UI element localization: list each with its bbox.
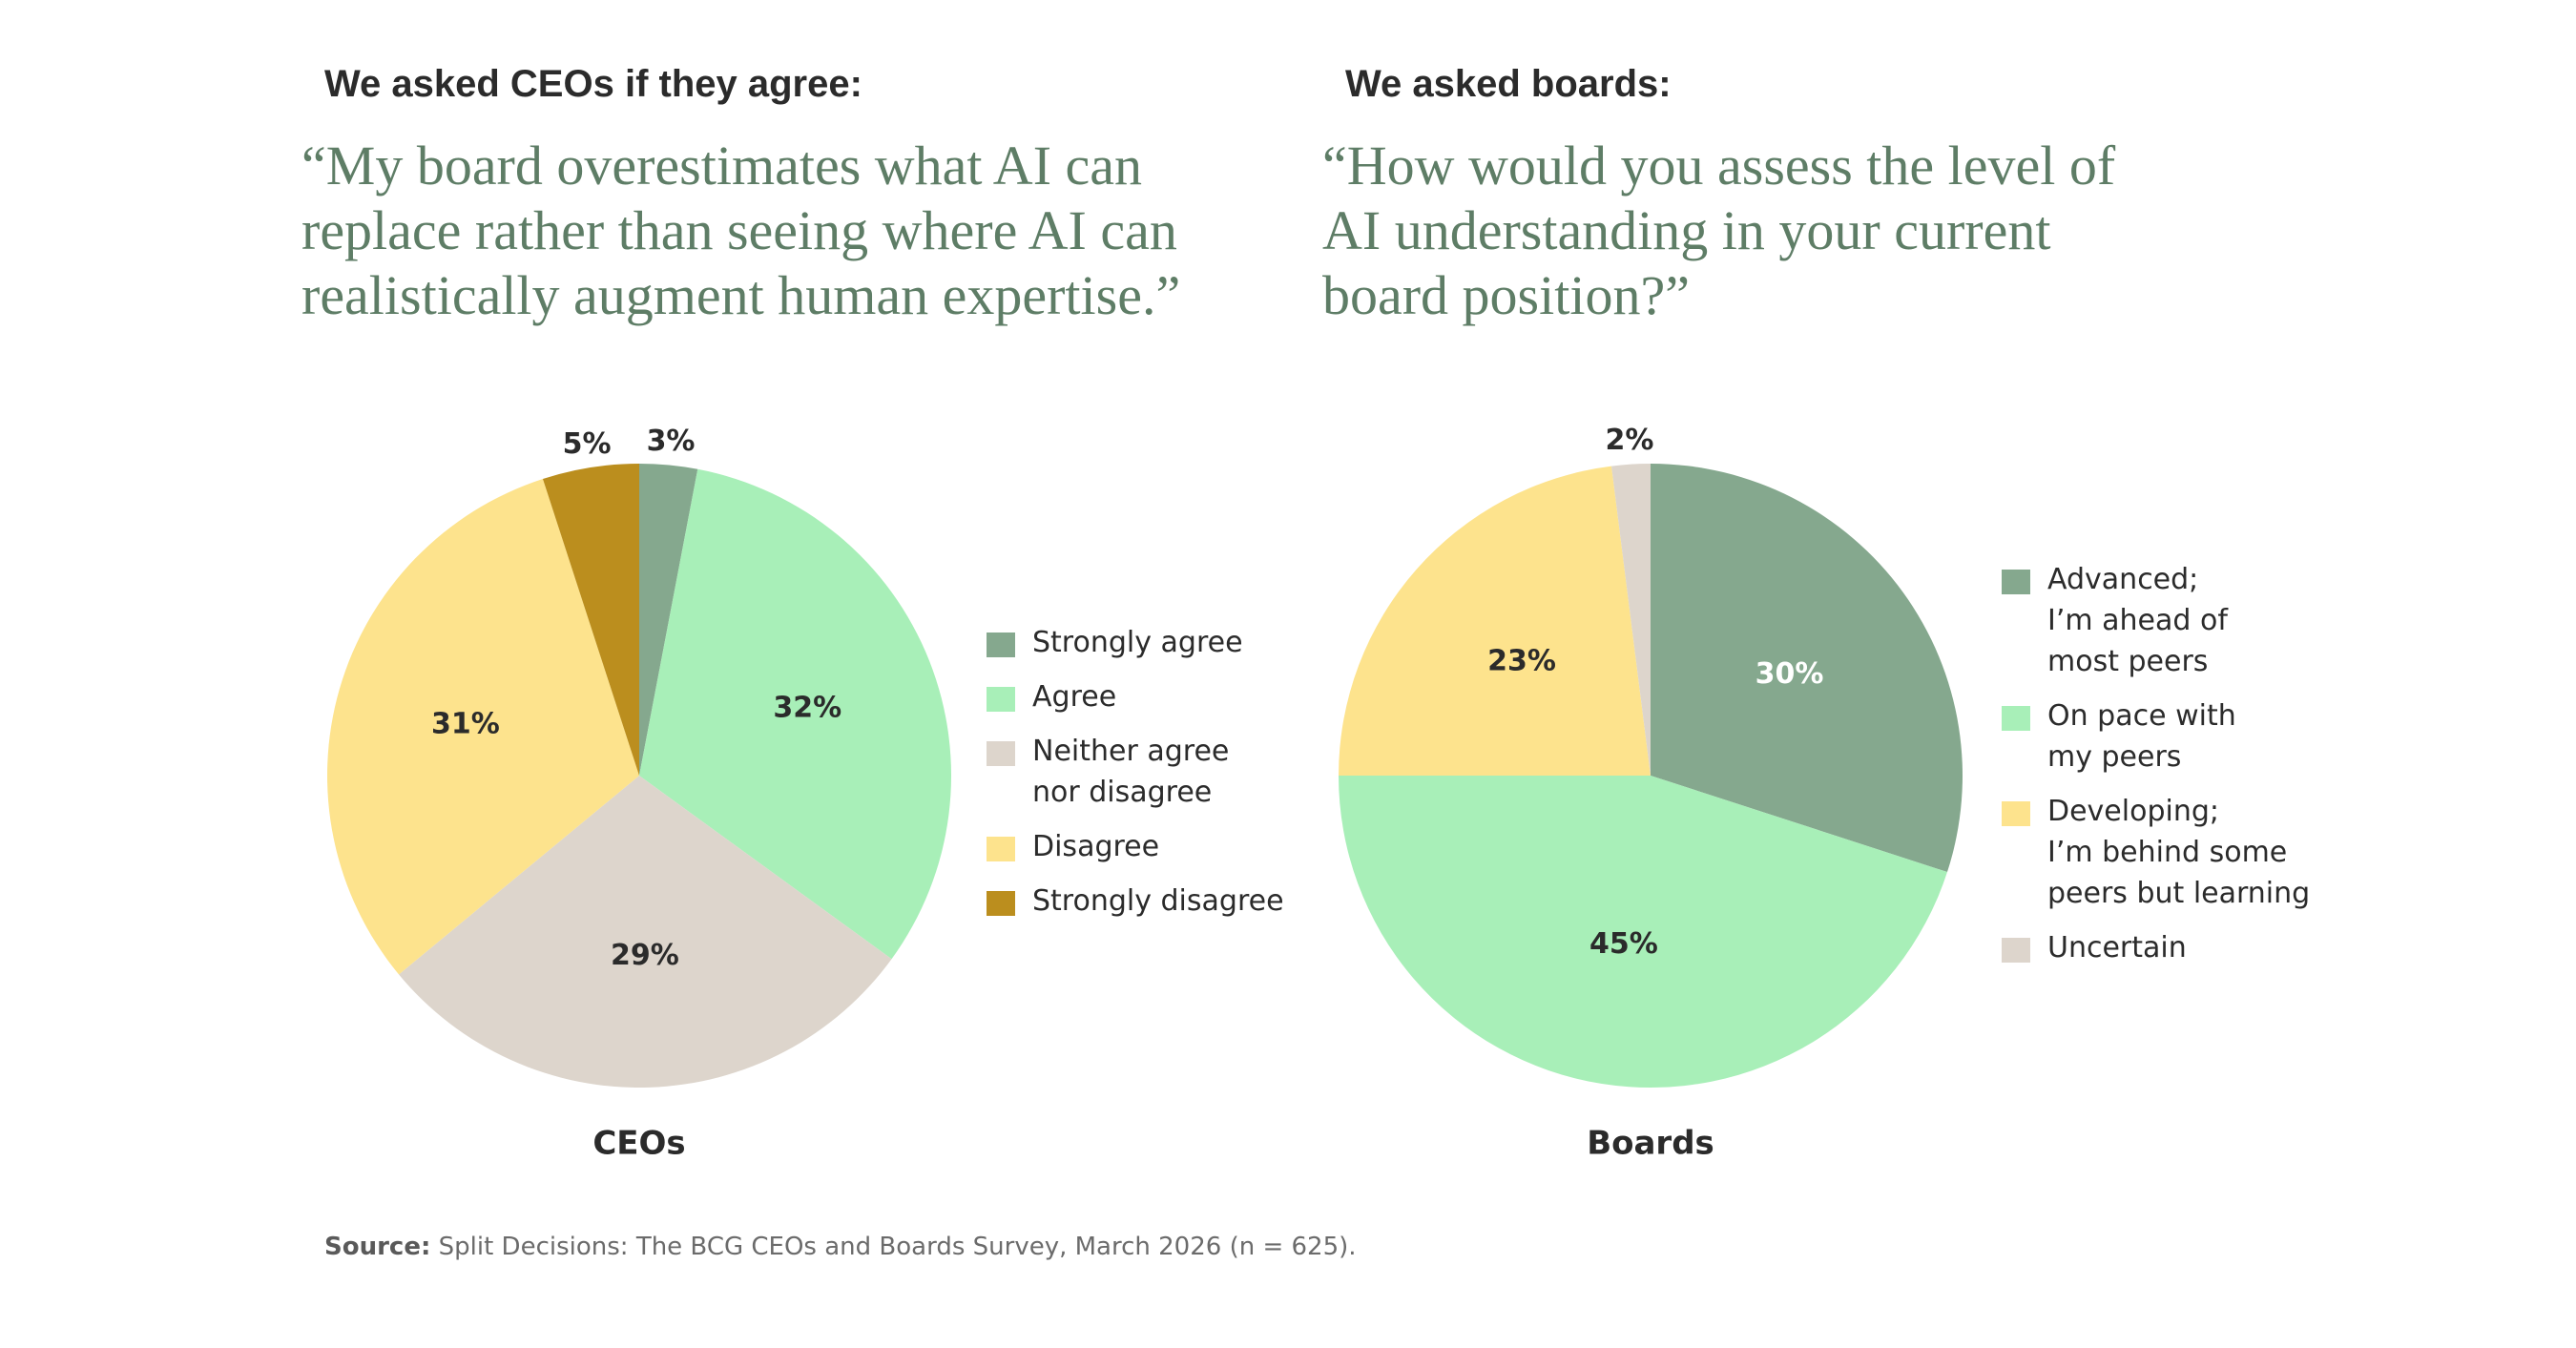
legend-swatch	[987, 687, 1015, 712]
board-quote-line: AI understanding in your current	[1322, 199, 2051, 261]
data-label-on-pace-with-my-peers: 45%	[1589, 927, 1658, 961]
legend-item: Neither agree nor disagree	[987, 731, 1284, 813]
source-label: Source:	[324, 1233, 431, 1261]
chart-caption: Boards	[1587, 1125, 1714, 1163]
chart-caption: CEOs	[592, 1125, 685, 1163]
legend-label: Agree	[1032, 680, 1117, 714]
ceo-quote: “My board overestimates what AI can repl…	[301, 134, 1181, 328]
ceo-heading: We asked CEOs if they agree:	[324, 63, 862, 105]
data-label-neither-agree-nor-disagree: 29%	[611, 939, 679, 972]
legend-swatch	[987, 891, 1015, 916]
board-pie-chart: 30% 45% 23% 2% Boards	[1339, 424, 1963, 1163]
board-quote-line: board position?”	[1322, 264, 1690, 326]
pie-slice-advanced-i-m-ahead-of-most-peers	[1651, 464, 1963, 873]
legend-label: Strongly disagree	[1032, 884, 1284, 918]
legend-label: On pace with	[2047, 699, 2236, 733]
legend-label: Strongly agree	[1032, 626, 1243, 659]
legend-item: Strongly disagree	[987, 881, 1284, 922]
data-label-strongly-disagree: 5%	[563, 427, 612, 461]
legend-label: Disagree	[1032, 830, 1160, 863]
data-label-strongly-agree: 3%	[647, 425, 696, 458]
board-quote-line: “How would you assess the level of	[1322, 135, 2116, 197]
legend-swatch	[987, 837, 1015, 861]
legend-label: Neither agree	[1032, 735, 1230, 768]
ceo-quote-line: replace rather than seeing where AI can	[301, 199, 1177, 261]
pie-slice-neither-agree-nor-disagree	[399, 776, 892, 1088]
legend-label: peers but learning	[2047, 877, 2311, 910]
ceo-legend: Strongly agree Agree Neither agree nor disa…	[987, 622, 1284, 935]
legend-label: Developing;	[2047, 795, 2219, 828]
legend-swatch	[987, 741, 1015, 766]
legend-label: most peers	[2047, 645, 2209, 678]
pie-slice-developing-i-m-behind-some-peers-but-learning	[1339, 466, 1651, 776]
data-label-uncertain: 2%	[1605, 424, 1653, 457]
legend-item: Disagree	[987, 826, 1284, 867]
legend-label: I’m ahead of	[2047, 604, 2228, 637]
source-text: Split Decisions: The BCG CEOs and Boards…	[430, 1233, 1357, 1261]
legend-label: my peers	[2047, 740, 2182, 774]
ceo-quote-line: realistically augment human expertise.”	[301, 264, 1181, 326]
data-label-developing-i-m-behind-some-peers-but-learning: 23%	[1487, 645, 1556, 678]
board-heading: We asked boards:	[1345, 63, 1672, 105]
legend-item: Developing; I’m behind some peers but lear…	[2002, 791, 2310, 914]
legend-item: Advanced; I’m ahead of most peers	[2002, 559, 2310, 682]
legend-item: Strongly agree	[987, 622, 1284, 663]
pie-slice-on-pace-with-my-peers	[1339, 776, 1947, 1088]
ceo-quote-line: “My board overestimates what AI can	[301, 135, 1142, 197]
data-label-advanced-i-m-ahead-of-most-peers: 30%	[1755, 657, 1824, 691]
data-label-agree: 32%	[773, 692, 841, 725]
legend-swatch	[2002, 706, 2030, 731]
legend-label: Uncertain	[2047, 931, 2187, 964]
legend-item: Agree	[987, 676, 1284, 717]
legend-item: On pace with my peers	[2002, 695, 2310, 778]
board-legend: Advanced; I’m ahead of most peers On pace w…	[2002, 559, 2310, 982]
legend-item: Uncertain	[2002, 927, 2310, 968]
data-label-disagree: 31%	[431, 708, 500, 741]
legend-swatch	[2002, 570, 2030, 594]
legend-label: I’m behind some	[2047, 836, 2288, 869]
pie-slice-uncertain	[1611, 464, 1651, 776]
pie-slice-strongly-disagree	[542, 464, 639, 776]
legend-swatch	[2002, 801, 2030, 826]
pie-slice-disagree	[327, 479, 639, 975]
legend-label: nor disagree	[1032, 776, 1213, 809]
pie-slice-strongly-agree	[639, 464, 698, 776]
pie-slice-agree	[639, 468, 952, 960]
legend-swatch	[2002, 938, 2030, 963]
source-note: Source: Split Decisions: The BCG CEOs an…	[324, 1233, 1357, 1261]
legend-label: Advanced;	[2047, 563, 2199, 596]
ceo-pie-chart: 3% 32% 29% 31% 5% CEOs	[327, 425, 952, 1163]
board-quote: “How would you assess the level of AI un…	[1322, 134, 2116, 328]
legend-swatch	[987, 633, 1015, 657]
